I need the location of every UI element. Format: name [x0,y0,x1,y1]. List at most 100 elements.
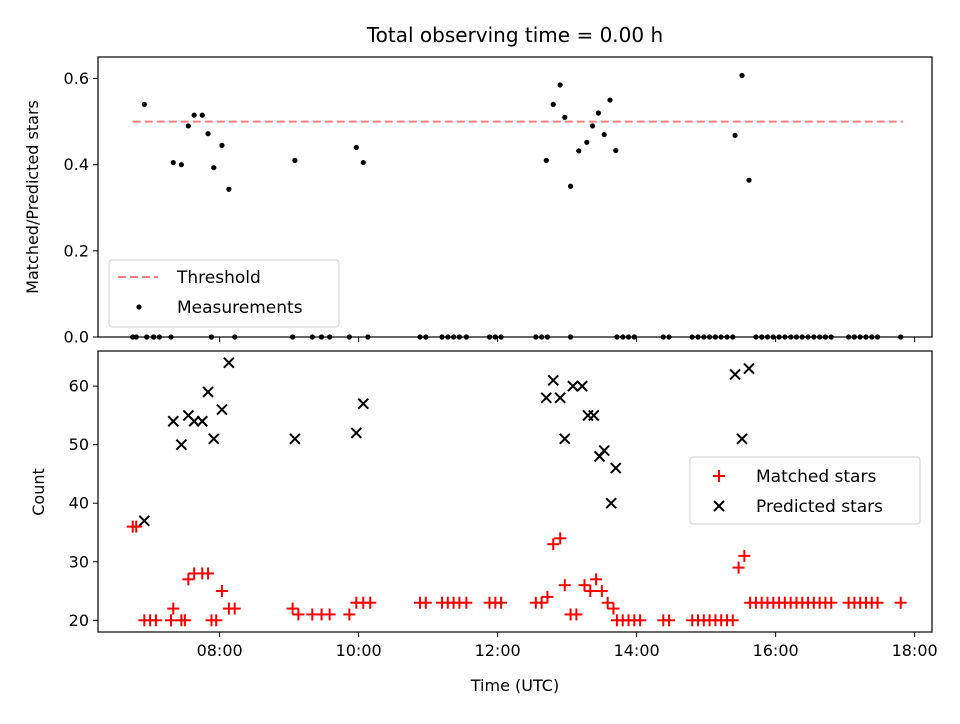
measurement-point [543,157,549,163]
matched-star-point [554,532,567,545]
measurement-point [191,112,197,118]
matched-star-point [871,596,884,609]
top-axes: 0.0 0.2 0.4 0.6 Matched/Predicted stars Thr… [23,56,933,347]
legend-measurements-swatch [136,304,142,310]
x-tick-label: 08:00 [197,641,243,660]
predicted-star-point [138,515,151,527]
x-tick-label: 16:00 [753,641,799,660]
measurement-point [211,165,217,171]
bottom-axes: 20 30 40 50 60 08:00 10:00 12:00 14:00 16:00 18:0… [29,350,938,695]
matched-star-point [178,614,191,627]
bottom-legend: Matched stars Predicted stars [689,456,921,525]
measurement-point [739,72,745,79]
predicted-star-point [729,368,741,381]
measurement-point [550,101,556,107]
matched-star-point [343,608,356,621]
predicted-star-point [559,433,571,445]
matched-star-point [601,596,614,609]
measurement-point [590,123,596,129]
measurement-point [732,132,738,138]
matched-star-point [130,520,143,533]
measurement-point [601,131,607,138]
matched-star-point [460,596,473,609]
matched-star-point [726,614,739,627]
x-axis-label: Time (UTC) [470,676,559,695]
matched-star-point [210,614,223,627]
predicted-star-point [605,497,617,509]
predicted-star-point [567,380,579,392]
matched-star-point [584,585,597,598]
top-y-axis-label: Matched/Predicted stars [23,100,42,294]
top-y-ticks: 0.0 0.2 0.4 0.6 [64,69,98,347]
predicted-star-point [540,392,552,404]
measurement-point [613,147,619,154]
predicted-star-point [554,392,566,404]
measurement-point [607,97,613,103]
matched-star-point [419,596,432,609]
x-tick-label: 14:00 [614,641,660,660]
measurement-point [595,110,602,116]
matched-star-point [292,608,305,621]
matched-star-point [732,561,745,574]
measurement-point [178,162,184,168]
bottom-axes-frame [97,350,933,633]
matched-star-point [228,602,241,615]
y-tick-label: 0.2 [64,241,89,260]
predicted-star-point [576,380,588,392]
measurement-point [185,123,191,129]
matched-star-point [590,573,603,586]
measurement-point [568,183,574,189]
matched-star-point [167,602,180,615]
measurement-point [205,131,211,137]
measurement-point [141,101,147,107]
matched-star-point [547,538,560,551]
matched-star-point [570,608,583,621]
predicted-star-point [208,433,220,445]
matched-star-point [558,579,571,592]
measurement-point [576,148,582,154]
x-tick-label: 12:00 [475,641,521,660]
predicted-star-point [188,415,200,427]
y-tick-label: 60 [69,377,89,396]
y-tick-label: 0.6 [64,69,89,88]
matched-star-point [541,590,554,603]
top-x-ticks [219,337,916,342]
measurement-point [360,159,366,166]
measurement-point [292,157,298,163]
top-legend: Threshold Measurements [108,259,340,328]
matched-star-point [738,549,751,562]
chart-title: Total observing time = 0.00 h [366,23,663,47]
measurement-point [199,112,205,118]
matched-star-point [634,614,647,627]
bottom-plot-area [126,357,907,627]
matched-star-point [578,579,591,592]
measurement-point [562,114,568,120]
predicted-star-point [598,444,610,457]
measurement-point [584,139,590,145]
measurement-point [219,142,225,148]
y-tick-label: 20 [69,611,89,630]
matched-star-point [535,596,548,609]
bottom-y-axis-label: Count [29,468,48,516]
y-tick-label: 30 [69,552,89,571]
legend-measurements-label: Measurements [177,298,303,318]
predicted-star-point [357,397,369,410]
y-tick-label: 0.4 [64,155,89,174]
matched-star-point [607,602,620,615]
predicted-star-point [216,403,228,416]
legend-predicted-label: Predicted stars [756,497,883,517]
measurement-point [746,177,752,183]
predicted-star-point [350,427,363,439]
predicted-star-point [547,374,559,386]
predicted-star-point [610,462,622,474]
predicted-star-point [289,433,301,445]
predicted-star-point [223,357,235,369]
matched-star-point [323,608,336,621]
predicted-star-point [202,386,214,398]
matched-star-point [595,585,608,598]
matched-star-point [663,614,676,627]
measurement-point [557,82,563,88]
legend-threshold-label: Threshold [176,268,261,288]
bottom-legend-frame [689,456,921,525]
